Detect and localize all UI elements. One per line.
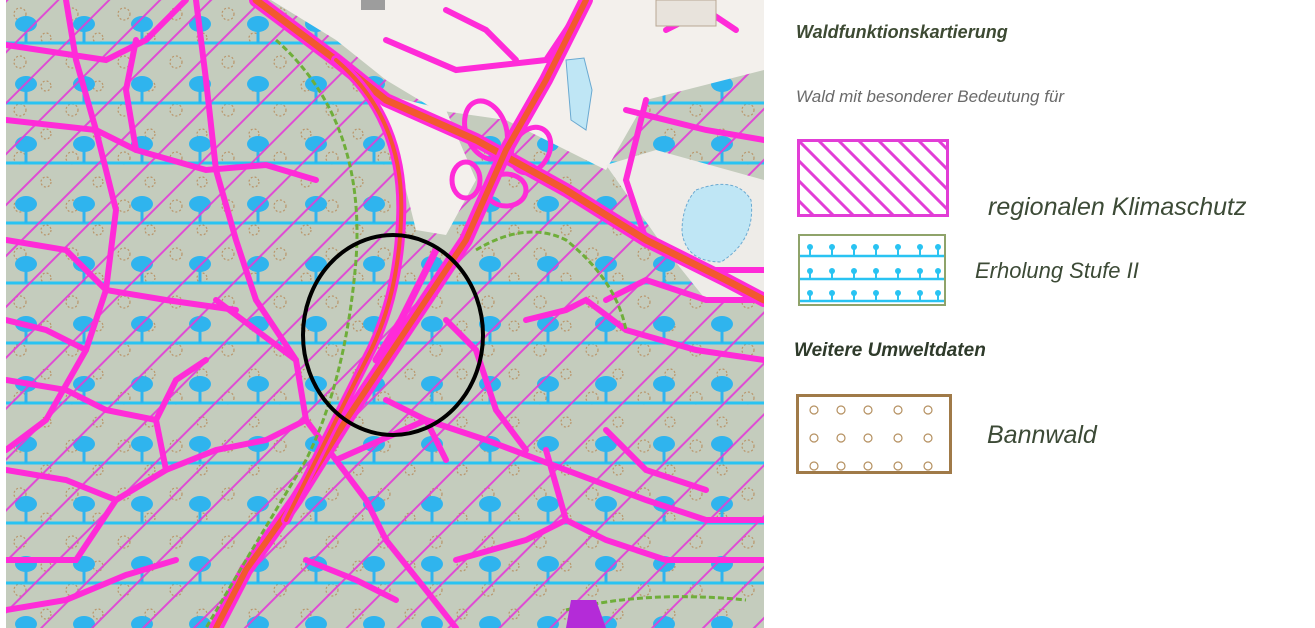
map-legend: Waldfunktionskartierung Wald mit besonde… — [770, 0, 1315, 628]
water-lake-east — [681, 183, 753, 263]
building — [361, 0, 385, 10]
legend-title: Waldfunktionskartierung — [796, 22, 1008, 42]
legend-swatch-bannwald — [796, 394, 952, 474]
legend-label-recreation: Erholung Stufe II — [975, 258, 1139, 283]
building — [655, 0, 717, 27]
legend-label-climate-protection: regionalen Klimaschutz — [988, 193, 1247, 221]
forest-function-map[interactable] — [6, 0, 764, 628]
highways — [209, 0, 764, 628]
legend-swatch-climate-protection — [797, 139, 949, 217]
water-pond-north — [565, 57, 593, 131]
legend-label-bannwald: Bannwald — [987, 421, 1097, 449]
legend-swatch-recreation — [798, 234, 946, 306]
legend-section-title: Weitere Umweltdaten — [794, 340, 986, 361]
legend-subtitle: Wald mit besonderer Bedeutung für — [796, 87, 1065, 106]
highlight-circle[interactable] — [301, 233, 485, 437]
purple-marker — [566, 600, 606, 628]
